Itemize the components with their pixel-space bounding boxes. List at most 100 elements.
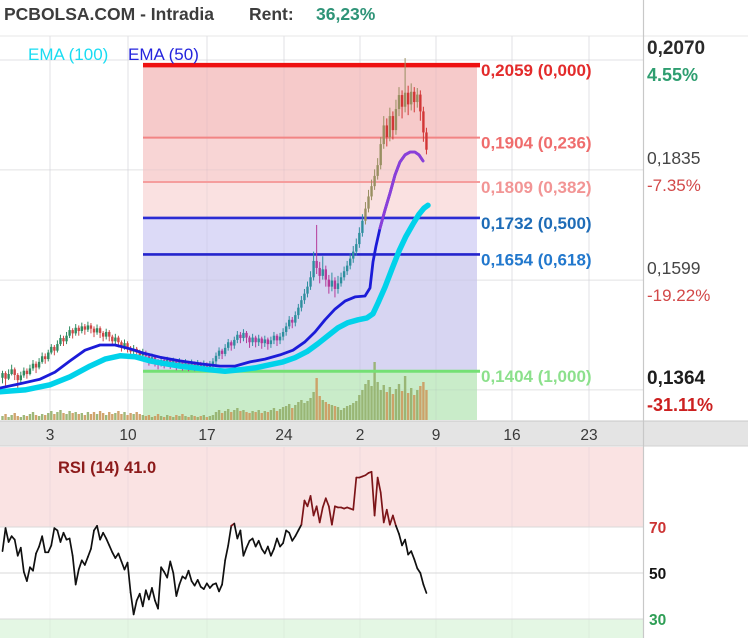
candle-body bbox=[297, 307, 300, 316]
candle-body bbox=[83, 326, 87, 330]
candle-body bbox=[138, 352, 141, 356]
candle-body bbox=[123, 343, 126, 347]
rsi-line-segment bbox=[50, 527, 56, 547]
volume-bar bbox=[339, 410, 343, 420]
ema-lines-layer bbox=[0, 150, 431, 395]
candle-body bbox=[327, 279, 331, 287]
volume-bar bbox=[175, 415, 178, 420]
fib-level-label: 0,2059 (0,000) bbox=[481, 61, 592, 80]
rsi-line-segment bbox=[233, 522, 239, 540]
candle-body bbox=[413, 91, 416, 103]
candle-body bbox=[187, 362, 190, 366]
candle-body bbox=[101, 332, 105, 337]
candle-body bbox=[422, 111, 425, 133]
candle-body bbox=[248, 337, 251, 343]
volume-bar bbox=[181, 414, 184, 420]
candle-body bbox=[385, 125, 388, 138]
rsi-line-segment bbox=[291, 535, 297, 542]
candle-body bbox=[321, 269, 324, 276]
rent-value: 36,23% bbox=[316, 4, 376, 24]
candle-body bbox=[120, 342, 123, 347]
candle-body bbox=[105, 331, 108, 337]
candle-body bbox=[318, 267, 321, 276]
date-tick-label: 9 bbox=[432, 427, 441, 444]
rsi-line-segment bbox=[196, 579, 202, 588]
rsi-line-segment bbox=[111, 551, 117, 559]
volume-bar bbox=[150, 417, 154, 420]
candle-body bbox=[251, 337, 254, 343]
rsi-line-segment bbox=[373, 476, 379, 517]
candle-body bbox=[254, 337, 257, 343]
rsi-line-segment bbox=[13, 538, 19, 557]
volume-bar bbox=[166, 415, 169, 420]
candle-body bbox=[269, 340, 273, 345]
fibonacci-zones-layer bbox=[143, 65, 477, 420]
volume-bar bbox=[101, 413, 105, 420]
rsi-line-segment bbox=[47, 544, 53, 554]
candle-body bbox=[1, 373, 4, 378]
candle-body bbox=[400, 95, 404, 107]
rsi-line-segment bbox=[215, 582, 220, 593]
volume-bar bbox=[281, 407, 285, 420]
candle-body bbox=[236, 334, 239, 340]
rsi-line-segment bbox=[385, 508, 391, 526]
volume-bar bbox=[349, 405, 352, 420]
volume-bar bbox=[278, 409, 282, 420]
rsi-plot-area[interactable] bbox=[0, 447, 643, 638]
candle-body bbox=[239, 334, 242, 339]
volume-bar bbox=[28, 414, 32, 420]
date-tick-label: 24 bbox=[275, 427, 293, 444]
rsi-line-segment bbox=[56, 529, 62, 543]
volume-bar bbox=[4, 414, 7, 420]
volume-bar bbox=[422, 382, 425, 420]
volume-bar bbox=[31, 412, 35, 420]
rsi-line-segment bbox=[145, 589, 150, 601]
volume-bar bbox=[44, 415, 47, 420]
volume-bar bbox=[105, 415, 108, 420]
volume-bar bbox=[108, 412, 111, 420]
volume-bar bbox=[111, 414, 114, 420]
volume-bar bbox=[129, 413, 132, 420]
volume-bar bbox=[394, 389, 398, 420]
rsi-line-segment bbox=[19, 546, 25, 573]
rsi-line-segment bbox=[32, 552, 37, 572]
rsi-line-segment bbox=[416, 567, 422, 574]
volume-bar bbox=[10, 415, 13, 420]
volume-bar bbox=[126, 415, 129, 420]
rsi-line-segment bbox=[1, 527, 7, 553]
volume-bar bbox=[385, 392, 388, 420]
volume-bar bbox=[208, 416, 212, 420]
volume-bar bbox=[159, 416, 163, 420]
candle-body bbox=[416, 94, 419, 103]
candle-body bbox=[184, 362, 187, 366]
candle-body bbox=[50, 346, 53, 353]
date-tick-label: 23 bbox=[580, 427, 597, 444]
main-chart-plot-area[interactable] bbox=[0, 36, 643, 420]
axis-percent-label: 4.55% bbox=[647, 65, 698, 85]
rsi-line-segment bbox=[169, 560, 175, 574]
rsi-line-segment bbox=[257, 539, 263, 550]
candle-body bbox=[10, 369, 13, 375]
volume-bar bbox=[50, 411, 53, 420]
candle-body bbox=[242, 332, 245, 339]
volume-bar bbox=[321, 400, 324, 420]
rsi-line-segment bbox=[4, 527, 10, 543]
rsi-line-segment bbox=[172, 572, 178, 597]
rsi-line-segment bbox=[315, 505, 321, 524]
ema50-line-upper-segment bbox=[378, 150, 425, 230]
candle-body bbox=[220, 350, 224, 354]
candle-body bbox=[86, 325, 90, 330]
volume-bar bbox=[83, 415, 87, 420]
rsi-line-segment bbox=[376, 476, 382, 494]
rsi-line-segment bbox=[7, 535, 13, 543]
candle-body bbox=[16, 374, 19, 381]
rsi-line-segment bbox=[413, 558, 419, 570]
volume-bar bbox=[312, 392, 315, 420]
rsi-line-segment bbox=[227, 524, 233, 547]
candle-body bbox=[92, 328, 96, 333]
candle-body bbox=[294, 315, 297, 323]
candle-body bbox=[98, 328, 102, 333]
rsi-line-segment bbox=[160, 566, 165, 573]
volume-bar bbox=[65, 414, 68, 420]
